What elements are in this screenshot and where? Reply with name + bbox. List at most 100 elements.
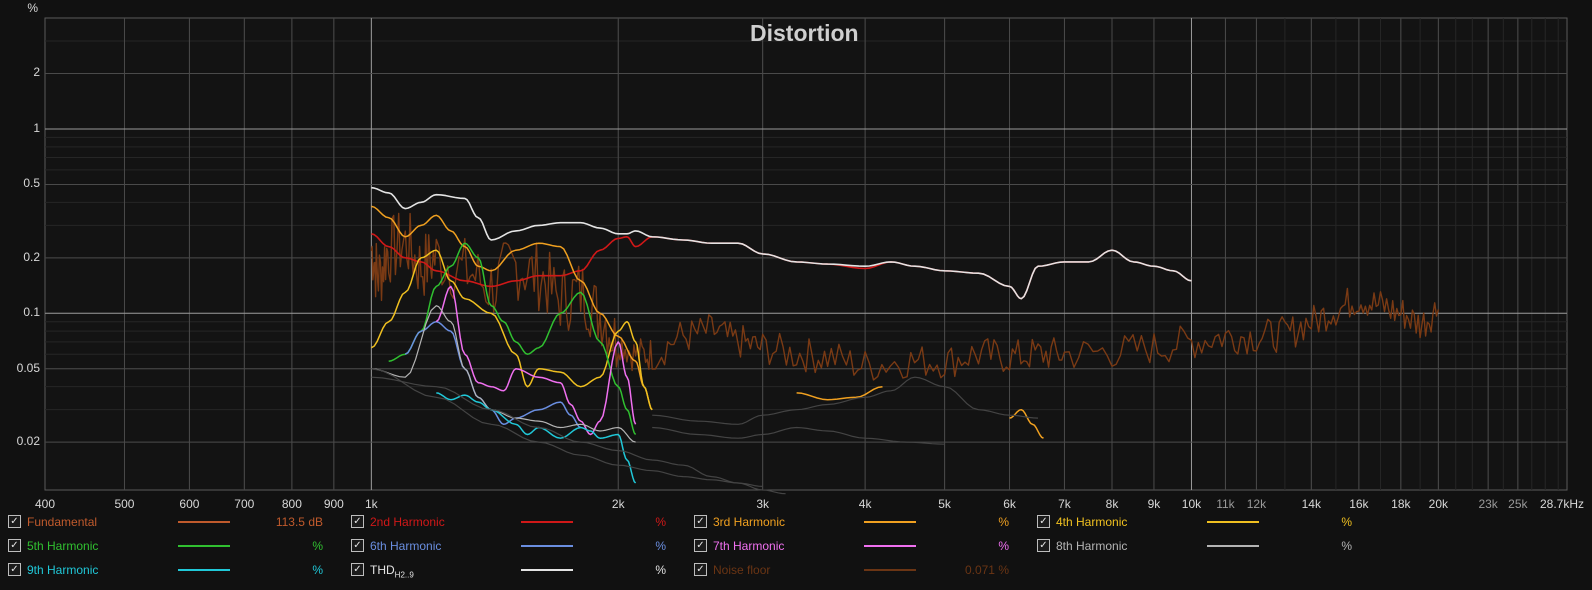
legend-value: % [655, 515, 666, 529]
legend-checkbox[interactable]: ✓ [351, 563, 364, 576]
series-line-noise [370, 212, 1440, 381]
distortion-plot[interactable] [0, 0, 1592, 512]
legend-value: % [1341, 515, 1352, 529]
legend-checkbox[interactable]: ✓ [351, 515, 364, 528]
legend-value: % [312, 539, 323, 553]
legend-line-swatch [521, 521, 573, 523]
legend-checkbox[interactable]: ✓ [8, 515, 21, 528]
x-tick-label: 18k [1391, 497, 1411, 511]
legend-label-text: 7th Harmonic [713, 539, 785, 553]
y-tick-label: 0.02 [16, 434, 40, 449]
legend-checkbox[interactable]: ✓ [351, 539, 364, 552]
chart-title: Distortion [750, 20, 859, 46]
x-tick-label: 10k [1181, 497, 1202, 511]
legend-value: % [312, 563, 323, 577]
legend-item: ✓ Noise floor 0.071 % [694, 560, 1024, 580]
legend-item: ✓ Fundamental 113.5 dB [8, 512, 338, 532]
legend-checkbox[interactable]: ✓ [694, 563, 707, 576]
legend-value: 113.5 dB [275, 515, 323, 529]
x-tick-label: 3k [756, 497, 769, 511]
legend-line-swatch [864, 545, 916, 547]
series-line-h8 [371, 305, 636, 443]
legend-item: ✓ 4th Harmonic% [1037, 512, 1367, 532]
legend: ✓ Fundamental 113.5 dB ✓ 2nd Harmonic% ✓ 3rd H… [0, 512, 1592, 590]
y-unit-label: % [27, 1, 38, 15]
legend-checkbox[interactable]: ✓ [1037, 539, 1050, 552]
x-tick-label: 5k [938, 497, 951, 511]
legend-label: Noise floor [713, 563, 770, 577]
y-tick-label: 1 [33, 120, 40, 135]
legend-label: 4th Harmonic [1056, 515, 1127, 529]
legend-label-text: 2nd Harmonic [370, 515, 445, 529]
legend-label-text: 5th Harmonic [27, 539, 99, 553]
series-line-h7 [435, 285, 637, 436]
x-tick-label: 700 [234, 497, 255, 511]
legend-checkbox[interactable]: ✓ [694, 539, 707, 552]
legend-checkbox[interactable]: ✓ [694, 515, 707, 528]
series-line-h5 [388, 242, 637, 435]
legend-label-text: 4th Harmonic [1056, 515, 1128, 529]
legend-label-text: 8th Harmonic [1056, 539, 1128, 553]
y-tick-label: 0.05 [16, 360, 40, 375]
legend-label: 9th Harmonic [27, 563, 98, 577]
series-line-h3 [371, 205, 653, 411]
x-tick-label: 6k [1003, 497, 1016, 511]
x-tick-label: 28.7kHz [1539, 497, 1585, 511]
series-line-g4 [652, 426, 945, 445]
x-tick-label: 12k [1246, 497, 1267, 511]
legend-label: THDH2..9 [370, 563, 414, 579]
legend-line-swatch [1207, 545, 1259, 547]
series-line-thd [371, 186, 1192, 300]
legend-line-swatch [178, 569, 230, 571]
legend-label: 8th Harmonic [1056, 539, 1127, 553]
legend-label: Fundamental [27, 515, 97, 529]
legend-item: ✓ 3rd Harmonic% [694, 512, 1024, 532]
x-tick-label: 400 [34, 497, 56, 511]
legend-label-text: Fundamental [27, 515, 98, 529]
legend-value: % [655, 539, 666, 553]
x-tick-label: 7k [1058, 497, 1071, 511]
legend-value: 0.071 % [964, 563, 1009, 577]
series-line-g3 [652, 376, 1039, 425]
x-tick-label: 23k [1478, 497, 1498, 511]
series-line-g2 [371, 376, 786, 495]
x-tick-label: 900 [323, 497, 344, 511]
y-tick-label: 0.5 [23, 176, 40, 191]
legend-label-text: Noise floor [713, 563, 771, 577]
x-tick-label: 2k [611, 497, 625, 511]
y-tick-label: 2 [33, 65, 40, 80]
legend-line-swatch [178, 521, 230, 523]
legend-checkbox[interactable]: ✓ [8, 539, 21, 552]
x-tick-label: 11k [1216, 497, 1235, 511]
legend-value: % [998, 515, 1009, 529]
x-tick-label: 20k [1428, 497, 1449, 511]
legend-item: ✓ 9th Harmonic% [8, 560, 338, 580]
legend-checkbox[interactable]: ✓ [1037, 515, 1050, 528]
y-tick-label: 0.1 [23, 305, 40, 320]
x-tick-label: 8k [1105, 497, 1119, 511]
y-tick-label: 0.2 [23, 249, 40, 264]
legend-label: 5th Harmonic [27, 539, 98, 553]
legend-line-swatch [521, 569, 573, 571]
x-tick-label: 800 [281, 497, 302, 511]
legend-item: ✓ 2nd Harmonic% [351, 512, 681, 532]
x-tick-label: 1k [365, 497, 378, 511]
grid [45, 18, 1567, 490]
legend-label-text: 9th Harmonic [27, 563, 99, 577]
plot-background [44, 17, 1568, 491]
legend-checkbox[interactable]: ✓ [8, 563, 21, 576]
x-tick-label: 25k [1508, 497, 1528, 511]
legend-label: 3rd Harmonic [713, 515, 785, 529]
series-line-h4 [371, 249, 653, 411]
x-tick-label: 9k [1147, 497, 1161, 511]
legend-label: 2nd Harmonic [370, 515, 445, 529]
x-tick-label: 600 [179, 497, 200, 511]
legend-value: % [998, 539, 1009, 553]
legend-item: ✓ 7th Harmonic% [694, 536, 1024, 556]
series-line-g1 [371, 368, 763, 487]
legend-item: ✓ 6th Harmonic% [351, 536, 681, 556]
legend-value: % [1341, 539, 1352, 553]
legend-label: 7th Harmonic [713, 539, 784, 553]
curves [370, 186, 1440, 495]
legend-label-text: 6th Harmonic [370, 539, 442, 553]
